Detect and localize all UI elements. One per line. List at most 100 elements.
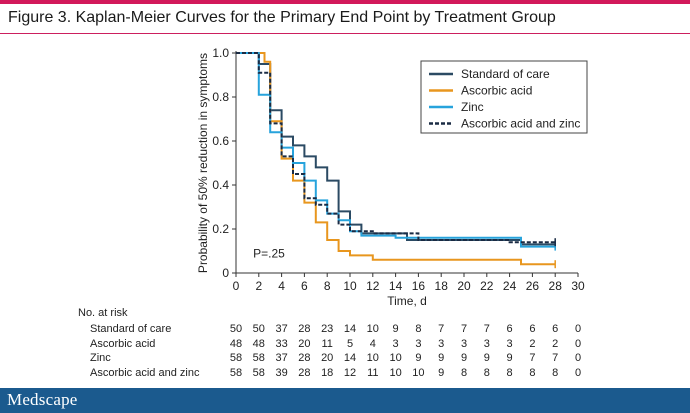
risk-table-cell: 9	[438, 367, 445, 380]
risk-table-cell: 5	[346, 337, 354, 350]
risk-table-cell: 3	[460, 337, 468, 350]
x-tick-label: 8	[324, 279, 331, 293]
figure-title: Figure 3. Kaplan-Meier Curves for the Pr…	[8, 9, 556, 26]
x-tick-label: 16	[412, 279, 426, 293]
chart-curves	[236, 52, 556, 269]
y-tick-label: 0.4	[212, 178, 229, 192]
km-chart: 0 2 4 6 8 10 12 14 16 18 20 22 24 26 28 3000.20.40.60.8…	[196, 46, 588, 308]
x-tick-label: 18	[435, 279, 449, 293]
x-tick-label: 2	[255, 279, 262, 293]
risk-table-cell: 8	[483, 367, 490, 380]
risk-table-cell: 8	[552, 367, 559, 380]
risk-table-cell: 28	[298, 367, 311, 380]
risk-table-cell: 14	[343, 323, 357, 335]
risk-table-cell: 9	[438, 352, 445, 365]
accent-bar	[0, 0, 690, 4]
risk-table-cell: 0	[574, 367, 582, 380]
risk-table-cell: 8	[506, 367, 513, 380]
risk-table-cell: 20	[298, 337, 311, 350]
series-line	[236, 52, 556, 244]
risk-table-cell: 8	[529, 367, 536, 380]
risk-table-cell: 10	[389, 352, 402, 365]
x-tick-label: 28	[549, 279, 563, 293]
x-tick-label: 0	[233, 279, 240, 293]
risk-table-cell: 37	[275, 352, 288, 365]
risk-table-row-label: Zinc	[90, 352, 111, 365]
risk-table-cell: 0	[574, 323, 582, 335]
brand-logo: Medscape	[7, 390, 78, 409]
legend-label: Ascorbic acid	[461, 84, 532, 98]
y-axis-label: Probability of 50% reduction in symptoms	[196, 53, 210, 273]
y-tick-label: 0.6	[212, 134, 229, 148]
risk-table-cell: 7	[460, 323, 468, 335]
x-tick-label: 4	[278, 279, 285, 293]
risk-table-cell: 6	[552, 323, 559, 335]
risk-table-cell: 4	[369, 337, 376, 350]
risk-table-cell: 39	[275, 367, 288, 380]
risk-table-cell: 10	[412, 367, 425, 380]
risk-table-cell: 9	[460, 352, 468, 365]
risk-table-cell: 8	[415, 323, 422, 335]
risk-table-cell: 6	[529, 323, 536, 335]
risk-table-cell: 10	[366, 323, 379, 335]
risk-table-cell: 58	[229, 352, 243, 365]
risk-table-cell: 8	[460, 367, 468, 380]
risk-table-cell: 3	[392, 337, 399, 350]
risk-table-cell: 9	[483, 352, 490, 365]
risk-table-cell: 12	[343, 367, 357, 380]
risk-table-cell: 23	[321, 323, 334, 335]
risk-table-cell: 58	[229, 367, 243, 380]
risk-table-cell: 14	[343, 352, 357, 365]
x-tick-label: 12	[366, 279, 380, 293]
chart-axes: 0 2 4 6 8 10 12 14 16 18 20 22 24 26 28 3000.20.40.60.8…	[196, 46, 585, 308]
risk-table-cell: 10	[366, 352, 379, 365]
x-tick-label: 6	[301, 279, 308, 293]
risk-table-cell: 0	[574, 337, 582, 350]
risk-table-cell: 2	[552, 337, 559, 350]
risk-table-cell: 7	[529, 352, 536, 365]
risk-table-cell: 48	[252, 337, 265, 350]
legend-label: Zinc	[461, 100, 484, 114]
legend-label: Ascorbic acid and zinc	[461, 117, 580, 131]
risk-table-cell: 18	[321, 367, 334, 380]
risk-table-cell: 33	[275, 337, 288, 350]
x-tick-label: 30	[571, 279, 585, 293]
risk-table-row-label: Standard of care	[90, 323, 172, 335]
risk-table-cell: 10	[389, 367, 402, 380]
chart-legend: Standard of care Ascorbic acid Zinc Ascorbi…	[420, 60, 588, 134]
risk-table-cell: 3	[415, 337, 422, 350]
risk-table-cell: 11	[367, 367, 379, 380]
footer-bar: Medscape	[0, 388, 690, 413]
y-tick-label: 0.2	[212, 222, 229, 236]
y-tick-label: 0.8	[212, 90, 229, 104]
risk-table-cell: 9	[506, 352, 513, 365]
x-tick-label: 14	[389, 279, 403, 293]
risk-table-cell: 58	[252, 367, 265, 380]
risk-table-cell: 50	[252, 323, 265, 335]
x-tick-label: 26	[526, 279, 540, 293]
title-rule	[0, 33, 690, 34]
x-tick-label: 20	[457, 279, 471, 293]
risk-table-cell: 3	[506, 337, 513, 350]
risk-table-cell: 0	[574, 352, 582, 365]
risk-table-row-label: Ascorbic acid	[90, 337, 156, 350]
risk-table-cell: 9	[392, 323, 399, 335]
x-tick-label: 10	[343, 279, 357, 293]
risk-table-cell: 58	[252, 352, 265, 365]
legend-label: Standard of care	[461, 67, 550, 81]
risk-table-cell: 3	[438, 337, 445, 350]
risk-table-row-label: Ascorbic acid and zinc	[90, 367, 200, 380]
x-tick-label: 24	[503, 279, 517, 293]
risk-table-cell: 7	[483, 323, 490, 335]
y-tick-label: 1.0	[212, 46, 229, 60]
risk-table-cell: 6	[506, 323, 513, 335]
p-value-annotation: P=.25	[253, 247, 285, 261]
risk-table-cell: 48	[229, 337, 243, 350]
y-tick-label: 0	[222, 266, 229, 280]
risk-table-cell: 37	[275, 323, 288, 335]
series-line	[236, 52, 556, 248]
risk-table-cell: 20	[321, 352, 334, 365]
risk-table-cell: 7	[552, 352, 559, 365]
risk-table-cell: 28	[298, 352, 311, 365]
risk-table-cell: 50	[229, 323, 243, 335]
